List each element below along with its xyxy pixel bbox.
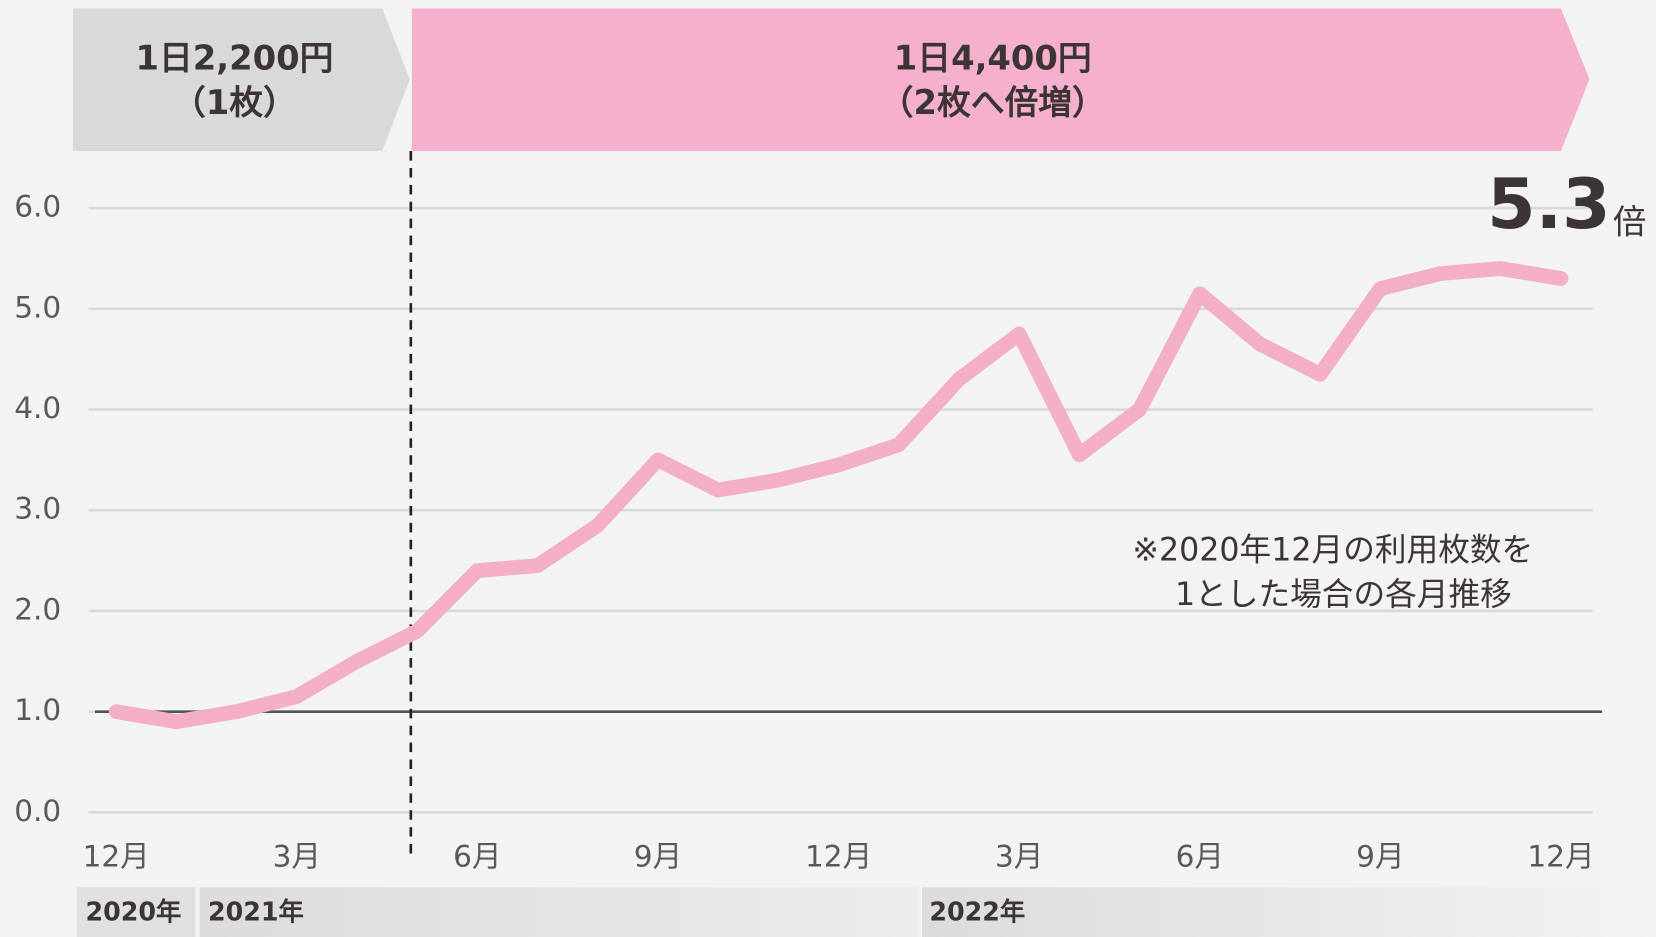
end-label-unit: 倍	[1613, 202, 1647, 241]
x-tick-label: 6月	[453, 839, 501, 873]
x-tick-label: 12月	[83, 839, 150, 873]
year-label: 2022年	[929, 897, 1025, 927]
phase-sublabel: （2枚へ倍増）	[880, 83, 1106, 122]
phase-banner	[411, 8, 1590, 152]
y-tick-label: 0.0	[14, 794, 61, 828]
year-label: 2021年	[208, 897, 304, 927]
x-tick-label: 12月	[805, 839, 872, 873]
y-tick-label: 2.0	[14, 592, 61, 626]
x-tick-label: 3月	[995, 839, 1043, 873]
phase-label: 1日2,200円	[136, 39, 334, 78]
x-tick-label: 9月	[1356, 839, 1404, 873]
annotation: 1とした場合の各月推移	[1175, 577, 1512, 613]
x-tick-label: 6月	[1176, 839, 1224, 873]
x-tick-label: 12月	[1527, 839, 1594, 873]
y-tick-label: 1.0	[14, 693, 61, 727]
annotation: ※2020年12月の利用枚数を	[1132, 532, 1533, 568]
x-tick-label: 9月	[634, 839, 682, 873]
year-band	[199, 887, 919, 937]
year-band	[77, 887, 196, 937]
x-tick-label: 3月	[273, 839, 321, 873]
phase-banner	[72, 8, 410, 152]
end-value-label: 5.3	[1487, 164, 1610, 245]
y-tick-label: 6.0	[14, 190, 61, 224]
year-band	[921, 887, 1656, 937]
phase-label: 1日4,400円	[894, 39, 1092, 78]
year-label: 2020年	[86, 897, 182, 927]
y-tick-label: 4.0	[14, 391, 61, 425]
series-line	[108, 261, 1569, 730]
y-tick-label: 5.0	[14, 290, 61, 324]
y-tick-label: 3.0	[14, 492, 61, 526]
phase-sublabel: （1枚）	[172, 83, 297, 122]
